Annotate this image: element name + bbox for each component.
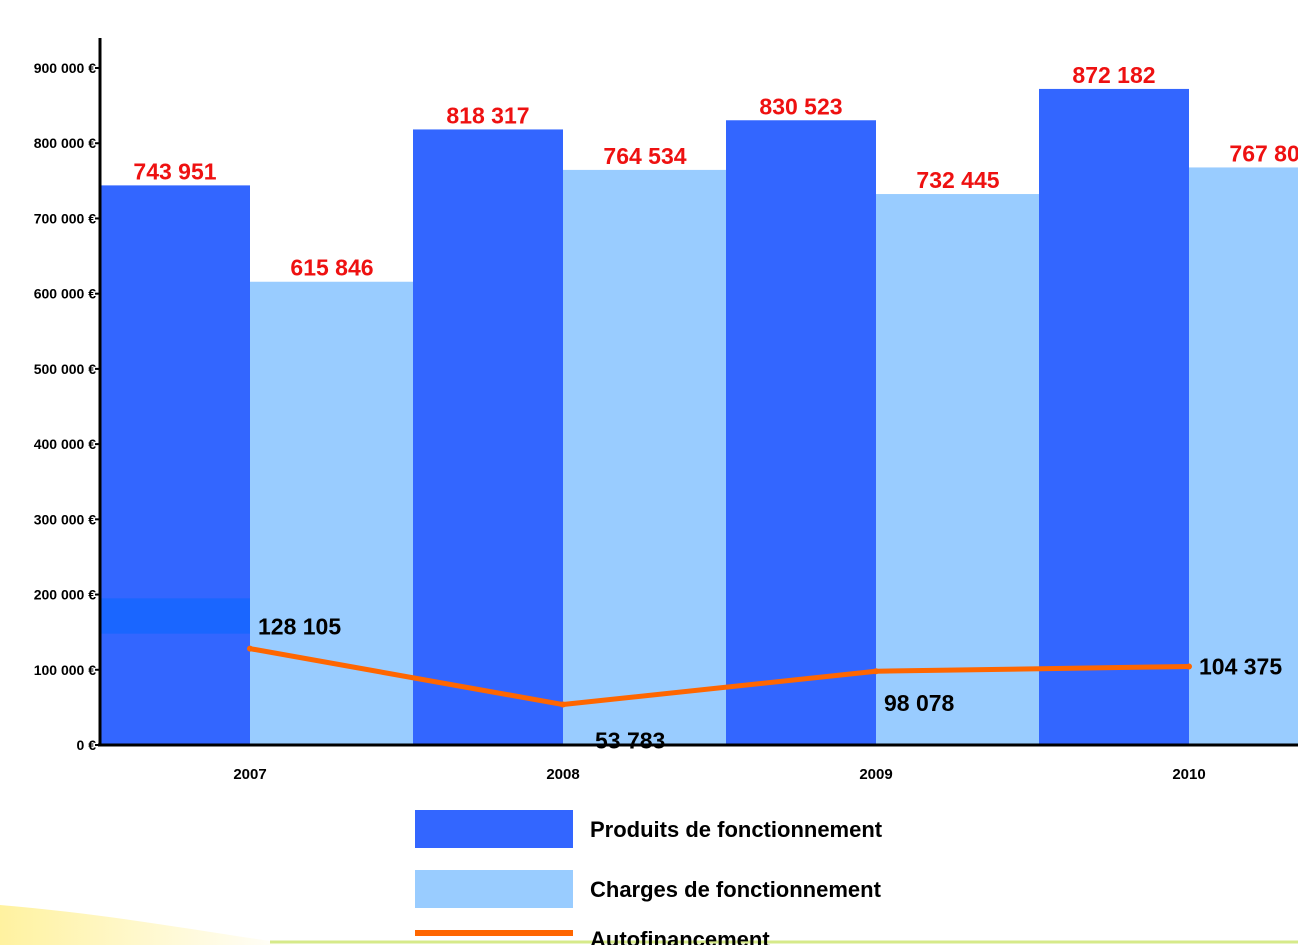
bar-value-label-charges-2010: 767 807 [1229, 140, 1298, 166]
bar-value-label-charges-2009: 732 445 [916, 167, 999, 193]
y-tick-label: 100 000 € [34, 662, 96, 678]
y-tick-label: 900 000 € [34, 60, 96, 76]
line-value-label-2008: 53 783 [595, 728, 665, 754]
y-tick-label: 600 000 € [34, 286, 96, 302]
bar-charges-2010 [1189, 167, 1298, 746]
bar-value-label-charges-2007: 615 846 [290, 255, 373, 281]
line-value-label-2009: 98 078 [884, 690, 955, 716]
line-point-2007 [247, 645, 253, 652]
legend-swatch-charges [415, 870, 573, 908]
y-tick-label: 200 000 € [34, 587, 96, 603]
legend-label-autofinancement: Autofinancement [590, 927, 770, 945]
highlight-block [100, 598, 250, 634]
bar-produits-2007 [100, 185, 250, 745]
bar-charges-2007 [250, 281, 414, 745]
line-point-2010 [1186, 663, 1192, 670]
legend-label-produits: Produits de fonctionnement [590, 817, 883, 842]
line-point-2008 [560, 701, 566, 708]
bar-charges-2009 [876, 194, 1040, 746]
y-tick-label: 500 000 € [34, 361, 96, 377]
x-tick-label-2010: 2010 [1172, 766, 1205, 783]
line-value-label-2007: 128 105 [258, 614, 341, 640]
x-tick-label-2008: 2008 [546, 766, 579, 783]
bar-produits-2010 [1039, 88, 1189, 746]
decorative-swoosh [0, 905, 300, 945]
bar-value-label-charges-2008: 764 534 [603, 143, 686, 169]
line-value-label-2010: 104 375 [1199, 653, 1282, 679]
y-tick-label: 700 000 € [34, 210, 96, 226]
bar-charges-2008 [563, 169, 727, 746]
bar-produits-2009 [726, 120, 876, 745]
bar-value-label-produits-2007: 743 951 [133, 158, 216, 184]
bar-value-label-produits-2008: 818 317 [446, 102, 529, 128]
bar-produits-2008 [413, 129, 563, 745]
y-tick-label: 400 000 € [34, 436, 96, 452]
line-autofinancement [249, 646, 1190, 708]
legend-label-charges: Charges de fonctionnement [590, 877, 882, 902]
line-point-2009 [873, 668, 879, 675]
y-tick-label: 800 000 € [34, 135, 96, 151]
x-tick-label-2009: 2009 [859, 766, 892, 783]
y-tick-label: 300 000 € [34, 511, 96, 527]
legend-swatch-produits [415, 810, 573, 848]
bar-value-label-produits-2010: 872 182 [1072, 62, 1155, 88]
x-tick-label-2007: 2007 [233, 766, 266, 783]
y-tick-label: 0 € [77, 737, 97, 753]
bar-value-label-produits-2009: 830 523 [759, 93, 842, 119]
